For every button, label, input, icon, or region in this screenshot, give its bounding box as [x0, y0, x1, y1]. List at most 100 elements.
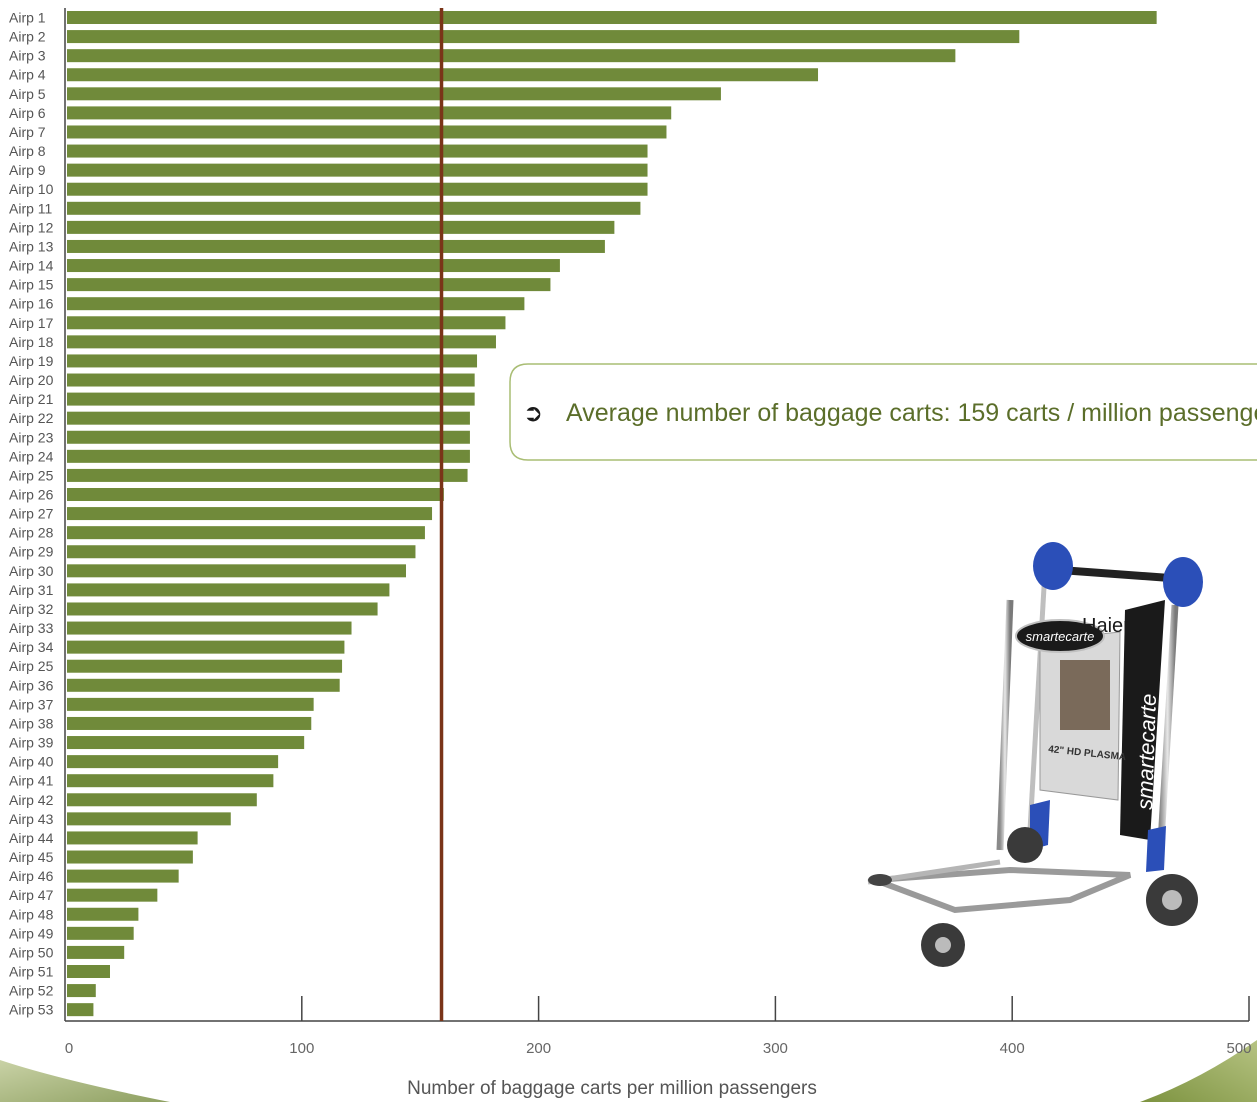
category-label: Airp 15 — [9, 277, 54, 293]
callout-bullet-icon: ➲ — [523, 400, 543, 427]
category-label: Airp 8 — [9, 143, 46, 159]
category-label: Airp 19 — [9, 353, 54, 369]
category-label: Airp 12 — [9, 219, 54, 235]
bar — [67, 239, 605, 253]
category-label: Airp 7 — [9, 124, 46, 140]
bar — [67, 526, 425, 540]
category-label: Airp 14 — [9, 258, 54, 274]
category-label: Airp 28 — [9, 525, 54, 541]
bar — [67, 583, 390, 597]
category-label: Airp 23 — [9, 429, 54, 445]
category-label: Airp 37 — [9, 696, 54, 712]
callout-box — [509, 363, 1257, 461]
corner-decoration-left — [0, 1060, 170, 1102]
bar — [67, 87, 721, 101]
category-labels: Airp 1 Airp 2 Airp 3 Airp 4 Airp 5 Airp 6 Airp… — [9, 10, 54, 1018]
category-label: Airp 18 — [9, 334, 54, 350]
bar — [67, 697, 314, 711]
category-label: Airp 39 — [9, 735, 54, 751]
category-label: Airp 48 — [9, 906, 54, 922]
bar — [67, 220, 615, 234]
x-axis-title: Number of baggage carts per million pass… — [407, 1078, 817, 1099]
bar — [67, 678, 340, 692]
category-label: Airp 52 — [9, 983, 54, 999]
x-tick-label: 300 — [763, 1040, 788, 1057]
bars-layer — [67, 11, 1157, 1017]
category-label: Airp 25 — [9, 467, 54, 483]
bar — [67, 49, 956, 63]
category-label: Airp 46 — [9, 868, 54, 884]
cart-brand-side: smartecarte — [1132, 693, 1161, 810]
average-callout: ➲ Average number of baggage carts: 159 c… — [509, 363, 1257, 461]
category-label: Airp 42 — [9, 792, 54, 808]
bar — [67, 907, 139, 921]
category-label: Airp 11 — [9, 200, 53, 216]
bar — [67, 850, 193, 864]
bar — [67, 201, 641, 215]
category-label: Airp 21 — [9, 391, 54, 407]
bar — [67, 373, 475, 387]
category-label: Airp 13 — [9, 238, 54, 254]
cart-sponsor: Haier — [1082, 615, 1130, 637]
bar — [67, 144, 648, 158]
category-label: Airp 16 — [9, 296, 54, 312]
category-label: Airp 31 — [9, 582, 54, 598]
bar — [67, 869, 179, 883]
category-label: Airp 9 — [9, 162, 46, 178]
bar — [67, 640, 345, 654]
category-label: Airp 22 — [9, 410, 54, 426]
bar — [67, 984, 96, 998]
bar — [67, 945, 125, 959]
x-tick-label: 500 — [1226, 1040, 1251, 1057]
category-label: Airp 27 — [9, 506, 54, 522]
bar — [67, 354, 478, 368]
bar — [67, 716, 312, 730]
bar — [67, 278, 551, 292]
category-label: Airp 45 — [9, 849, 54, 865]
bar — [67, 888, 158, 902]
category-label: Airp 10 — [9, 181, 54, 197]
category-label: Airp 6 — [9, 105, 46, 121]
bar — [67, 926, 134, 940]
category-label: Airp 30 — [9, 563, 54, 579]
category-label: Airp 33 — [9, 620, 54, 636]
category-label: Airp 32 — [9, 601, 54, 617]
category-label: Airp 43 — [9, 811, 54, 827]
category-label: Airp 49 — [9, 925, 54, 941]
x-tick-label: 0 — [65, 1040, 73, 1057]
category-label: Airp 36 — [9, 677, 54, 693]
category-label: Airp 1 — [9, 10, 46, 26]
category-label: Airp 25 — [9, 658, 54, 674]
category-label: Airp 5 — [9, 86, 46, 102]
bar — [67, 182, 648, 196]
category-label: Airp 41 — [9, 773, 54, 789]
bar — [67, 30, 1020, 44]
bar — [67, 297, 525, 311]
bar — [67, 659, 343, 673]
bar — [67, 774, 274, 788]
bar — [67, 106, 672, 120]
callout-text: Average number of baggage carts: 159 car… — [566, 399, 1257, 427]
bar — [67, 564, 406, 578]
bar — [67, 812, 231, 826]
category-label: Airp 4 — [9, 67, 46, 83]
category-label: Airp 50 — [9, 944, 54, 960]
bar — [67, 430, 470, 444]
bar — [67, 831, 198, 845]
category-label: Airp 51 — [9, 964, 54, 980]
bar — [67, 545, 416, 559]
bar — [67, 392, 475, 406]
x-tick-label: 100 — [289, 1040, 314, 1057]
baggage-cart-photo: smartecarte 42" HD PLASMA smartecarte Ha… — [867, 542, 1203, 967]
bar — [67, 411, 470, 425]
category-label: Airp 26 — [9, 487, 54, 503]
category-label: Airp 44 — [9, 830, 54, 846]
category-label: Airp 3 — [9, 48, 46, 64]
x-tick-label: 200 — [526, 1040, 551, 1057]
category-label: Airp 47 — [9, 887, 54, 903]
bar — [67, 602, 378, 616]
bar — [67, 316, 506, 330]
category-label: Airp 17 — [9, 315, 54, 331]
category-label: Airp 38 — [9, 715, 54, 731]
